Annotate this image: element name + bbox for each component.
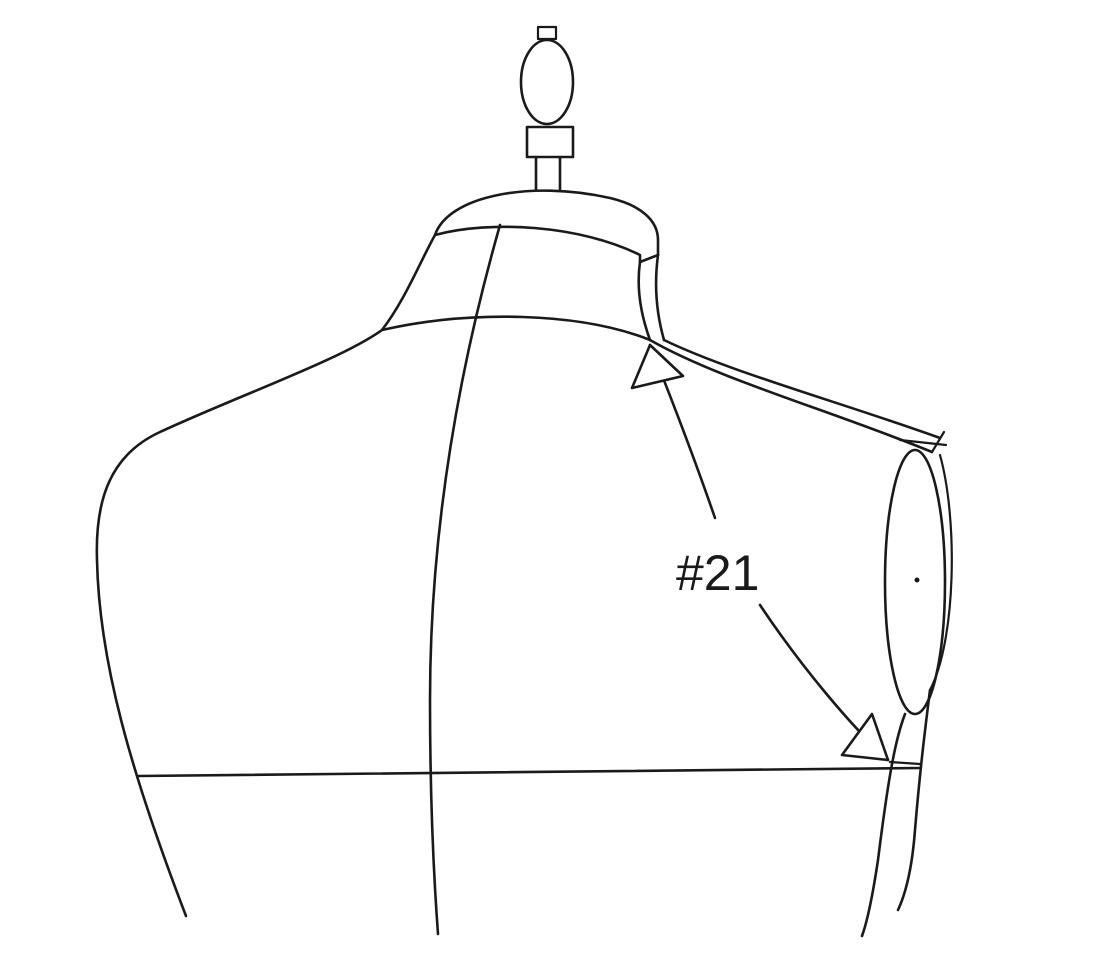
neck-band <box>433 189 660 264</box>
shoulder-tip-ticks <box>898 430 948 454</box>
side-seam-inner <box>860 712 907 938</box>
callout-arrow-upper-head <box>630 343 685 390</box>
armhole-center-dot <box>914 577 920 583</box>
armhole <box>883 448 947 716</box>
callout-21: #21 <box>630 343 890 762</box>
finial-knob <box>519 38 575 126</box>
left-contour <box>95 233 437 918</box>
center-back-line <box>428 223 502 936</box>
right-neck-outer <box>654 253 666 342</box>
back-neckline <box>380 315 652 342</box>
shoulder-seam-outer <box>662 338 942 440</box>
stand-finial <box>519 25 575 192</box>
side-seam-outer <box>896 688 932 912</box>
body-outline <box>95 223 953 938</box>
finial-collar <box>525 125 575 159</box>
callout-label: #21 <box>676 545 759 601</box>
stand-pole <box>534 155 562 192</box>
right-neck-inner <box>637 260 652 342</box>
neck-band-outer <box>433 189 660 257</box>
chest-line <box>136 766 922 778</box>
neck-band-inner <box>433 225 642 264</box>
finial-cap <box>536 25 558 41</box>
shoulder-seam-inner <box>648 338 934 454</box>
armhole-outer-edge <box>928 453 953 692</box>
chest-line-end-tick <box>888 760 922 766</box>
callout-arrow-lower-head <box>840 712 890 762</box>
neck-band-corner <box>638 253 660 264</box>
